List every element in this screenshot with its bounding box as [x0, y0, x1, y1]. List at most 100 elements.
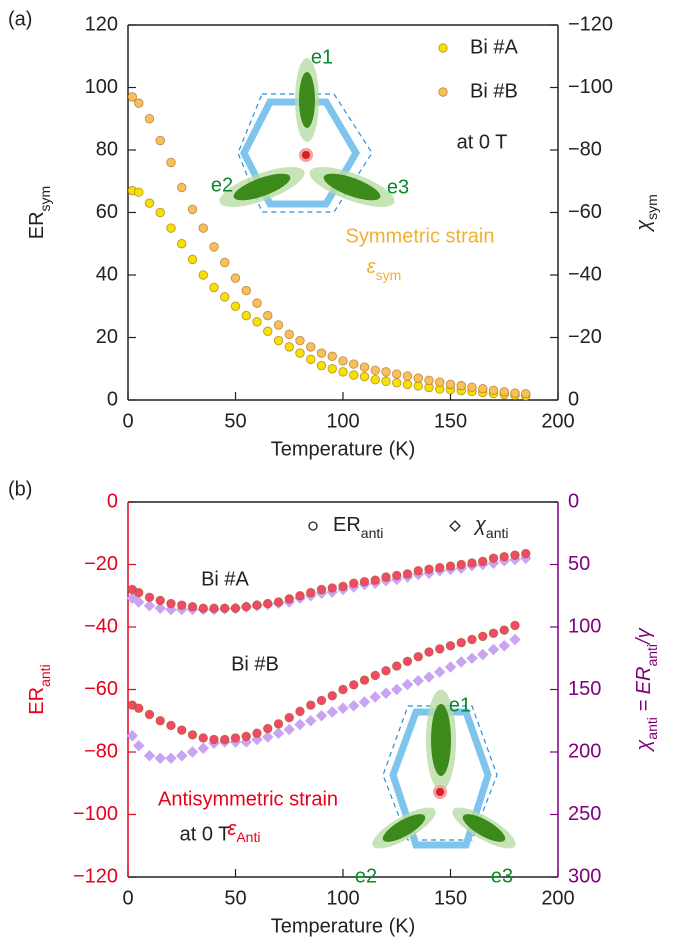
point [220, 603, 230, 613]
point [424, 564, 434, 574]
point [349, 578, 359, 588]
diamond-point [380, 687, 392, 699]
point [177, 182, 187, 193]
point [370, 365, 380, 376]
subscript: sym [376, 267, 402, 283]
y-tick-label: 60 [96, 201, 118, 223]
diamond-point [401, 678, 414, 691]
point [230, 733, 241, 743]
diamond-point [391, 683, 403, 696]
point [284, 712, 294, 723]
diamond-point [165, 752, 177, 764]
diamond-point [143, 750, 156, 762]
diamond-point [444, 661, 457, 673]
point [370, 670, 380, 681]
label-part: ε [367, 256, 377, 278]
point [413, 373, 423, 383]
y2-tick-label: −80 [568, 138, 602, 160]
point [198, 603, 208, 613]
point [456, 559, 466, 570]
point [166, 157, 176, 168]
y2-tick-label: 200 [568, 740, 601, 762]
hexagon [240, 98, 361, 208]
point [241, 731, 251, 742]
point [316, 695, 327, 706]
diamond-point [455, 656, 467, 668]
point [413, 566, 423, 576]
point [134, 703, 144, 713]
point [510, 550, 520, 560]
annotation: e1 [449, 694, 471, 716]
subscript: sym [644, 194, 660, 220]
point [263, 326, 273, 336]
center-dot-core [436, 788, 444, 796]
point [327, 583, 337, 593]
diamond-point [337, 702, 349, 714]
point [273, 719, 284, 729]
annotation: e2 [355, 865, 377, 887]
point [327, 351, 337, 361]
point [134, 587, 144, 598]
point [413, 381, 423, 391]
diamond-point [315, 710, 328, 722]
y-tick-label: 0 [107, 490, 118, 512]
diamond-point [305, 715, 317, 727]
diamond-point [348, 700, 360, 712]
diamond-point [176, 750, 188, 762]
y-tick-label: 40 [96, 263, 118, 285]
point [445, 561, 456, 571]
point [456, 380, 466, 391]
orbit [382, 814, 426, 842]
label-part: χ [473, 514, 487, 536]
point [478, 556, 488, 567]
point [435, 644, 445, 654]
legend-marker [308, 521, 318, 531]
point [392, 369, 402, 379]
point [327, 364, 337, 374]
point [241, 310, 251, 321]
point [435, 562, 445, 573]
point [155, 207, 165, 218]
point [155, 716, 165, 726]
diamond-point [283, 723, 295, 736]
hexagon-outline [237, 93, 373, 213]
label-part: χ [633, 739, 655, 753]
y-tick-label: 120 [85, 13, 118, 35]
subscript: anti [486, 525, 509, 541]
point [220, 292, 230, 302]
orbit [233, 173, 291, 201]
point [284, 342, 294, 352]
point [359, 371, 370, 382]
x-tick-label: 100 [326, 410, 359, 432]
x-tick-label: 0 [122, 410, 133, 432]
annotation: e3 [491, 865, 513, 887]
x-tick-label: 150 [434, 887, 467, 909]
point [316, 584, 327, 595]
y-axis-label: ERanti [26, 664, 52, 714]
point [467, 382, 477, 392]
x-tick-label: 0 [122, 887, 133, 909]
diamond-point [509, 633, 521, 646]
diamond-point [369, 691, 381, 703]
point [263, 723, 273, 734]
x-axis-label: Temperature (K) [271, 915, 416, 937]
legend-label: Bi #B [470, 80, 518, 102]
diamond-point [498, 640, 510, 652]
point [370, 575, 380, 585]
point [359, 576, 370, 587]
point [338, 367, 348, 377]
y-tick-label: −60 [84, 678, 118, 700]
point [166, 598, 176, 609]
annotation: e2 [211, 174, 233, 196]
point [478, 384, 488, 394]
y2-tick-label: −20 [568, 326, 602, 348]
point [359, 362, 370, 372]
point [177, 600, 187, 610]
point [295, 335, 305, 346]
y2-axis-label: χanti = ERanti/γ [633, 627, 659, 752]
point [144, 709, 155, 720]
series-label: Bi #B [231, 653, 279, 675]
diamond-point [487, 643, 500, 656]
point [273, 320, 284, 330]
point [166, 223, 176, 233]
